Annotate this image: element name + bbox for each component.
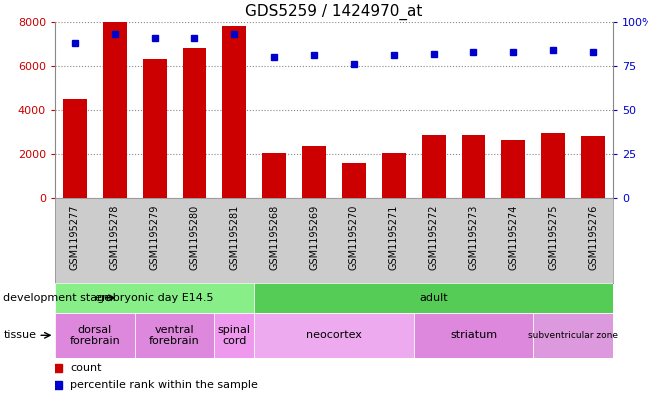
Bar xyxy=(183,48,207,198)
Text: GSM1195281: GSM1195281 xyxy=(229,205,239,270)
Text: ventral
forebrain: ventral forebrain xyxy=(149,325,200,346)
Text: GSM1195273: GSM1195273 xyxy=(469,205,478,270)
Text: GSM1195274: GSM1195274 xyxy=(509,205,518,270)
Bar xyxy=(254,283,613,313)
Text: GSM1195277: GSM1195277 xyxy=(70,205,80,270)
Bar xyxy=(382,153,406,198)
Text: subventricular zone: subventricular zone xyxy=(528,331,618,340)
Bar xyxy=(413,313,533,358)
Text: GSM1195272: GSM1195272 xyxy=(428,205,439,270)
Text: adult: adult xyxy=(419,293,448,303)
Text: dorsal
forebrain: dorsal forebrain xyxy=(69,325,121,346)
Bar xyxy=(533,313,613,358)
Bar xyxy=(55,313,135,358)
Text: GSM1195276: GSM1195276 xyxy=(588,205,598,270)
Text: count: count xyxy=(71,363,102,373)
Bar xyxy=(502,140,526,198)
Bar xyxy=(422,135,446,198)
Text: neocortex: neocortex xyxy=(306,331,362,340)
Text: striatum: striatum xyxy=(450,331,497,340)
Text: tissue: tissue xyxy=(3,331,36,340)
Text: GSM1195275: GSM1195275 xyxy=(548,205,558,270)
Bar xyxy=(63,99,87,198)
Text: GSM1195279: GSM1195279 xyxy=(150,205,159,270)
Text: development stage: development stage xyxy=(3,293,111,303)
Text: spinal
cord: spinal cord xyxy=(218,325,251,346)
Text: GSM1195268: GSM1195268 xyxy=(269,205,279,270)
Bar xyxy=(135,313,214,358)
Bar xyxy=(461,135,485,198)
Bar xyxy=(302,146,326,198)
Bar xyxy=(55,283,254,313)
Bar xyxy=(103,22,127,198)
Text: GSM1195271: GSM1195271 xyxy=(389,205,399,270)
Bar xyxy=(254,313,413,358)
Text: embryonic day E14.5: embryonic day E14.5 xyxy=(95,293,214,303)
Bar xyxy=(342,163,366,198)
Bar xyxy=(541,133,565,198)
Bar xyxy=(262,153,286,198)
Text: percentile rank within the sample: percentile rank within the sample xyxy=(71,380,258,390)
Text: GDS5259 / 1424970_at: GDS5259 / 1424970_at xyxy=(246,4,422,20)
Bar xyxy=(222,26,246,198)
Bar xyxy=(143,59,167,198)
Bar xyxy=(581,136,605,198)
Text: GSM1195269: GSM1195269 xyxy=(309,205,319,270)
Text: GSM1195270: GSM1195270 xyxy=(349,205,359,270)
Text: GSM1195280: GSM1195280 xyxy=(189,205,200,270)
Text: GSM1195278: GSM1195278 xyxy=(110,205,120,270)
Bar xyxy=(214,313,254,358)
